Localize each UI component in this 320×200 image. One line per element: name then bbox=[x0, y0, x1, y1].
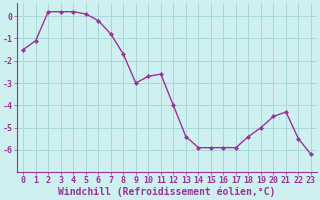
X-axis label: Windchill (Refroidissement éolien,°C): Windchill (Refroidissement éolien,°C) bbox=[58, 187, 276, 197]
